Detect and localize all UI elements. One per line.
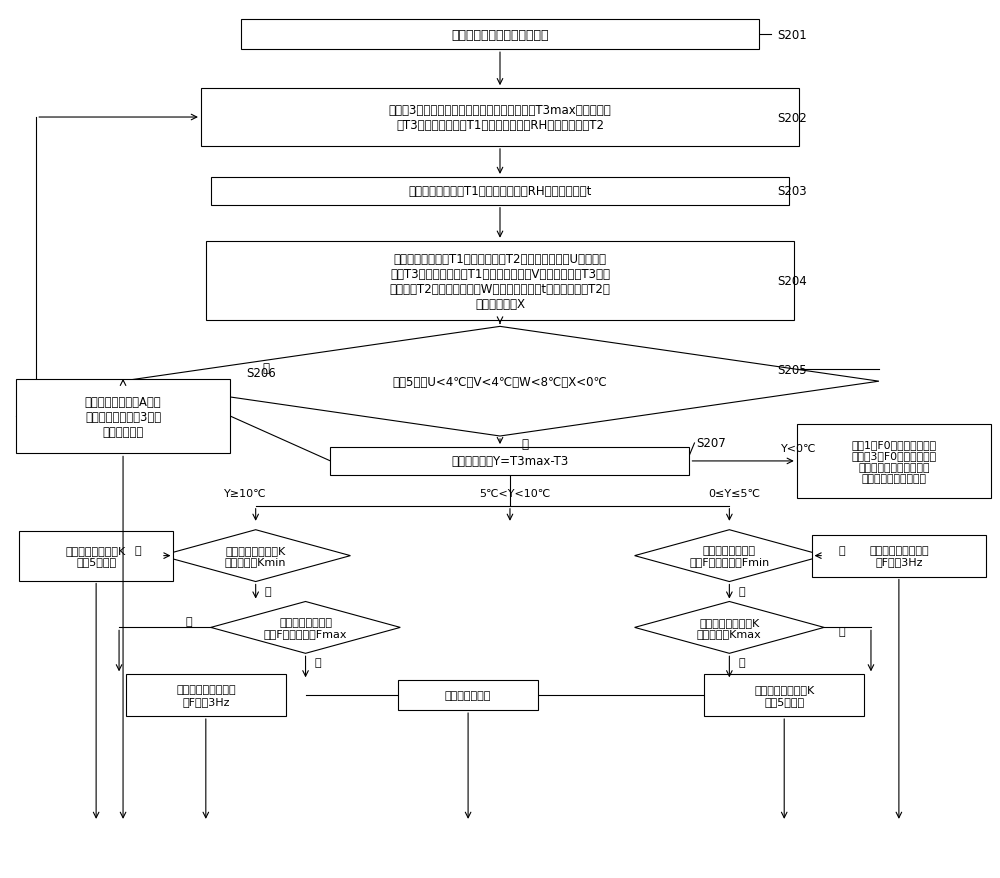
Polygon shape (635, 530, 824, 582)
Bar (19, 531, 173, 581)
Bar (211, 177, 789, 205)
Text: 获取第一差值Y=T3max-T3: 获取第一差值Y=T3max-T3 (451, 455, 569, 468)
Bar (398, 680, 538, 710)
Text: S205: S205 (777, 363, 807, 377)
Text: 是: 是 (738, 586, 745, 596)
Text: 记录1次F0，并重新检测，
若连续3次F0，则停机保故
障；当压缩机满足延时保
护时间后，则压缩机开: 记录1次F0，并重新检测， 若连续3次F0，则停机保故 障；当压缩机满足延时保 … (851, 439, 936, 484)
Text: 检测膨胀阀的开度K
是否为最大Kmax: 检测膨胀阀的开度K 是否为最大Kmax (697, 617, 762, 638)
Text: 连续5秒：U<4℃、V<4℃、W<8℃、X<0℃: 连续5秒：U<4℃、V<4℃、W<8℃、X<0℃ (393, 375, 607, 388)
Text: S202: S202 (777, 112, 807, 125)
Bar (206, 241, 794, 321)
Text: 控制压缩机的运行频
率F上升3Hz: 控制压缩机的运行频 率F上升3Hz (176, 685, 236, 706)
Bar (330, 448, 689, 475)
Text: 否: 否 (521, 438, 528, 451)
Text: 是: 是 (314, 658, 321, 667)
Text: 否: 否 (135, 545, 141, 555)
Text: S204: S204 (777, 275, 807, 288)
Text: 获取进风干球温度T1与蒸发器温度T2之间的第二差值U、冷凝器
温度T3与进风干球温度T1之间的第三差值V、冷凝器温度T3与蒸
发器温度T2之间的第四差值W、以及: 获取进风干球温度T1与蒸发器温度T2之间的第二差值U、冷凝器 温度T3与进风干球… (390, 252, 610, 310)
Text: 检测压缩机的运行
频率F是否为最小Fmin: 检测压缩机的运行 频率F是否为最小Fmin (689, 545, 769, 567)
Text: 是: 是 (264, 586, 271, 596)
Text: 控制膨胀阀的开度K
增大5个开度: 控制膨胀阀的开度K 增大5个开度 (754, 685, 814, 706)
Text: 0≤Y≤5℃: 0≤Y≤5℃ (708, 488, 760, 498)
Text: 是: 是 (738, 658, 745, 667)
Text: S206: S206 (247, 367, 276, 380)
Text: 是: 是 (262, 362, 269, 374)
Text: 检测压缩机的运行
频率F是否为最大Fmax: 检测压缩机的运行 频率F是否为最大Fmax (264, 617, 347, 638)
Text: 5℃<Y<10℃: 5℃<Y<10℃ (479, 488, 551, 498)
Text: 否: 否 (839, 627, 845, 637)
Text: 根据进风干球温度T1和进风相对湿度RH计算露点温度t: 根据进风干球温度T1和进风相对湿度RH计算露点温度t (408, 185, 592, 198)
Text: Y<0℃: Y<0℃ (781, 443, 817, 453)
Bar (16, 379, 230, 454)
Text: 累计一次异常状态A，并
重新检测，若连续3次，
则停机保故障: 累计一次异常状态A，并 重新检测，若连续3次， 则停机保故障 (85, 395, 161, 438)
Polygon shape (121, 327, 879, 436)
Text: Y≥10℃: Y≥10℃ (224, 488, 267, 498)
Text: S201: S201 (777, 29, 807, 42)
Bar (126, 674, 286, 716)
Text: 控制压缩机的运行频
率F下降3Hz: 控制压缩机的运行频 率F下降3Hz (869, 545, 929, 567)
Text: 除湿机开机，以干物模式运行: 除湿机开机，以干物模式运行 (451, 29, 549, 42)
Polygon shape (161, 530, 350, 582)
Bar (241, 20, 759, 50)
Bar (704, 674, 864, 716)
Text: 控制膨胀阀的开度K
减小5个开度: 控制膨胀阀的开度K 减小5个开度 (66, 545, 126, 567)
Text: 否: 否 (186, 616, 192, 627)
Bar (201, 89, 799, 147)
Bar (797, 424, 991, 499)
Text: S203: S203 (777, 185, 807, 198)
Text: 否: 否 (839, 545, 845, 555)
Polygon shape (211, 601, 400, 653)
Text: 检测膨胀阀的开度K
是否为最小Kmin: 检测膨胀阀的开度K 是否为最小Kmin (225, 545, 286, 567)
Text: S207: S207 (696, 437, 726, 450)
Polygon shape (635, 601, 824, 653)
Text: 在运行3分钟之后，检测预设冷凝器温度最大值T3max、冷凝器温
度T3、进风干球温度T1、进风相对湿度RH和蒸发器温度T2: 在运行3分钟之后，检测预设冷凝器温度最大值T3max、冷凝器温 度T3、进风干球… (389, 104, 611, 132)
Bar (812, 535, 986, 577)
Text: 保持此状态不变: 保持此状态不变 (445, 690, 491, 701)
